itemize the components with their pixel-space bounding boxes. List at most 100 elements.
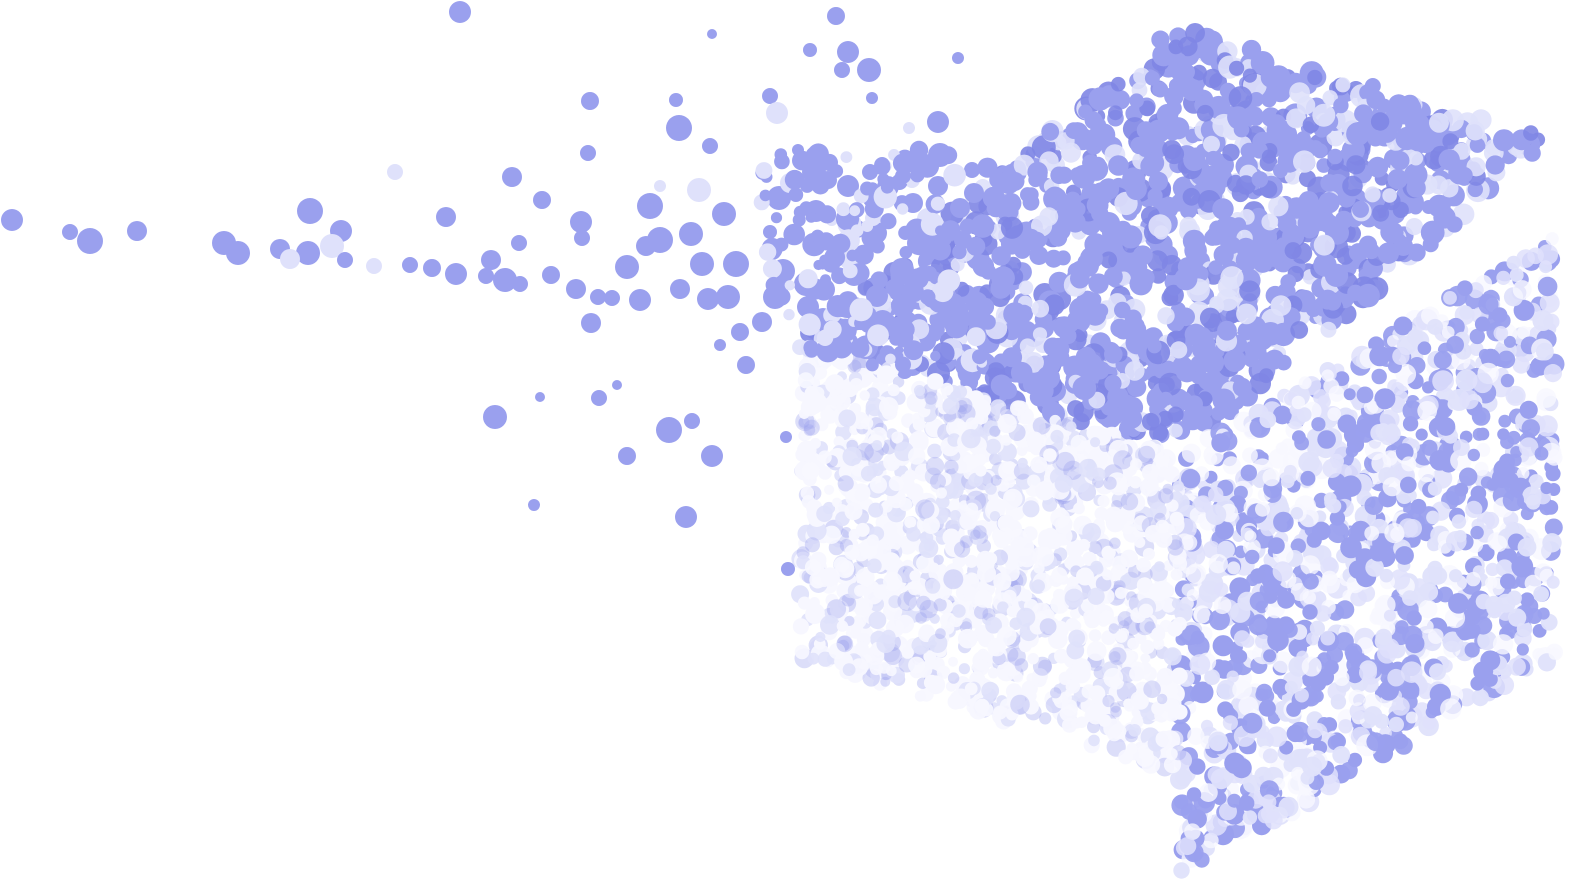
particle <box>1157 307 1175 325</box>
scattered-particle <box>910 168 925 183</box>
particle <box>1086 641 1107 661</box>
particle <box>1321 369 1334 382</box>
particle <box>933 598 947 612</box>
scattered-particle <box>604 290 620 306</box>
particle <box>1429 450 1450 471</box>
scattered-particle <box>806 241 821 256</box>
particle <box>1320 630 1336 646</box>
scattered-particle <box>972 349 987 365</box>
particle <box>1506 255 1521 270</box>
particle <box>1064 191 1082 209</box>
particle <box>828 642 846 660</box>
particle <box>1284 242 1302 260</box>
particle <box>895 614 915 634</box>
particle <box>1126 377 1147 397</box>
particle <box>1382 188 1397 203</box>
particle <box>854 641 869 656</box>
scattered-particle <box>877 173 890 186</box>
particle <box>1376 392 1393 410</box>
particle <box>1537 607 1550 620</box>
particle <box>1425 705 1439 719</box>
particle <box>1007 647 1026 666</box>
particle <box>1124 309 1142 327</box>
particle <box>974 605 989 620</box>
particle <box>1170 769 1191 790</box>
particle <box>798 408 810 420</box>
particle <box>1172 480 1184 492</box>
particle <box>1189 654 1211 675</box>
particle <box>807 652 820 665</box>
particle <box>1448 593 1469 614</box>
particle <box>868 502 884 518</box>
particle <box>1457 280 1473 297</box>
particle <box>1181 534 1198 551</box>
particle <box>1129 476 1142 489</box>
particle <box>1101 630 1116 646</box>
particle <box>1539 293 1560 313</box>
particle <box>1429 175 1448 195</box>
particle <box>1039 712 1052 725</box>
particle <box>803 424 816 436</box>
scattered-particle <box>811 176 830 195</box>
particle <box>1464 642 1480 658</box>
particle <box>1497 350 1516 369</box>
particle <box>977 563 996 583</box>
particle <box>1104 267 1123 286</box>
particle <box>943 569 964 590</box>
particle <box>820 615 840 635</box>
particle <box>1111 76 1126 92</box>
scattered-particle <box>850 224 864 237</box>
particle <box>1366 732 1386 752</box>
particle <box>1167 539 1184 556</box>
particle <box>1417 400 1438 421</box>
particle <box>1503 335 1516 348</box>
scattered-particles <box>1 1 998 576</box>
particle <box>1084 612 1101 629</box>
particle <box>1156 693 1168 705</box>
particle <box>939 612 956 629</box>
particle <box>798 416 810 428</box>
particle <box>1272 561 1293 582</box>
scattered-particle <box>765 276 782 294</box>
particle <box>901 646 914 659</box>
particle <box>1395 546 1414 565</box>
particle <box>1233 485 1248 500</box>
scattered-particle <box>903 340 924 361</box>
particle <box>1129 272 1153 296</box>
particle <box>1496 270 1511 285</box>
particle <box>865 397 884 417</box>
particle <box>1350 589 1367 607</box>
particle <box>989 511 1001 522</box>
particle <box>1065 679 1081 694</box>
particle <box>1014 537 1035 557</box>
particle <box>912 418 926 432</box>
particle <box>1088 685 1106 702</box>
particle <box>883 572 903 592</box>
scattered-particle <box>280 249 300 269</box>
scattered-particle <box>783 308 795 321</box>
particle <box>1253 253 1273 273</box>
scattered-particle <box>830 336 853 359</box>
particle <box>1084 361 1104 381</box>
particle <box>1345 444 1359 458</box>
particle <box>1140 155 1162 177</box>
scattered-particle <box>702 138 718 154</box>
particle <box>1114 512 1128 526</box>
particle <box>1163 697 1180 714</box>
particle <box>1043 448 1057 462</box>
particle <box>1212 198 1234 220</box>
particle <box>1249 326 1274 351</box>
particle <box>1298 376 1312 390</box>
particle <box>1064 557 1076 569</box>
particle <box>1003 476 1016 488</box>
scattered-particle <box>637 193 663 219</box>
scattered-particle <box>511 235 527 251</box>
particle <box>924 391 938 405</box>
particle <box>849 378 863 392</box>
particle <box>1148 582 1168 602</box>
particle <box>800 429 813 441</box>
particle <box>1158 372 1182 396</box>
scattered-particle <box>870 239 885 254</box>
particle <box>1204 452 1218 465</box>
particle <box>1054 648 1069 664</box>
